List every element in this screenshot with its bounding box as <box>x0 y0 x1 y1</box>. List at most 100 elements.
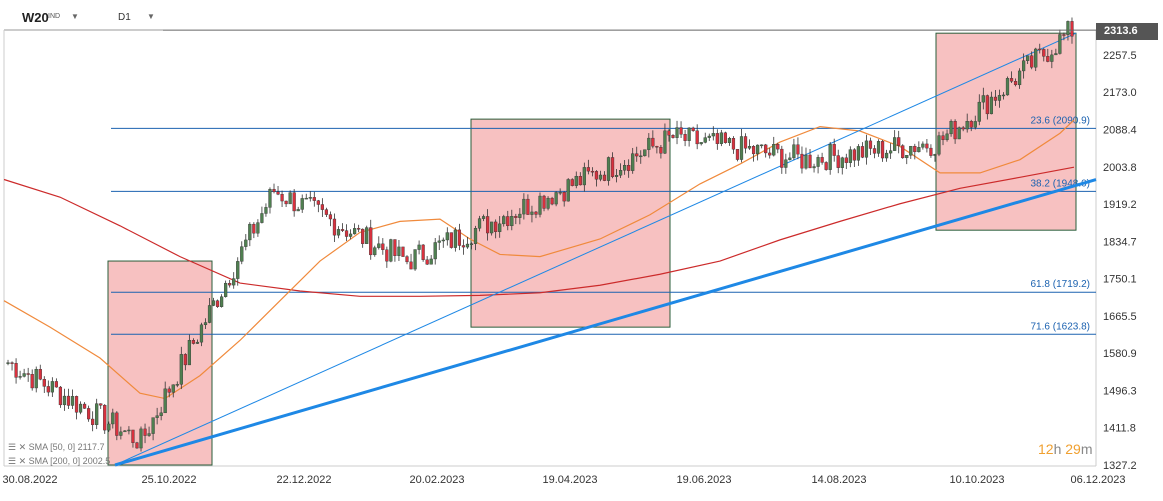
candle-body-46 <box>191 340 196 344</box>
candle-body-61 <box>252 223 256 234</box>
candle-body-144 <box>586 167 590 172</box>
candle-body-23 <box>99 403 103 406</box>
timeframe-selector[interactable]: D1 <box>118 12 131 23</box>
candle-body-33 <box>139 428 143 449</box>
candle-body-42 <box>175 384 179 386</box>
candle-body-27 <box>115 412 119 436</box>
candle-body-158 <box>643 149 647 157</box>
candle-body-47 <box>195 341 200 344</box>
candle-body-157 <box>639 155 643 158</box>
candle-body-164 <box>667 130 671 136</box>
candle-body-262 <box>1062 34 1066 36</box>
y-tick-label-11: 1327.2 <box>1103 460 1137 472</box>
candle-body-81 <box>332 218 337 236</box>
candle-body-188 <box>764 144 768 154</box>
candle-body-116 <box>473 228 478 244</box>
candle-body-154 <box>627 165 631 171</box>
candle-body-252 <box>1022 60 1026 72</box>
candle-body-2 <box>14 362 18 378</box>
candle-body-250 <box>1013 81 1018 86</box>
symbol-dropdown-icon[interactable]: ▼ <box>71 12 79 21</box>
legend-settings-icon[interactable]: ☰ <box>8 456 17 466</box>
candle-body-179 <box>727 138 732 143</box>
candle-body-155 <box>631 153 635 171</box>
sma200-line <box>3 166 1075 297</box>
candle-body-221 <box>897 137 901 146</box>
candle-body-131 <box>534 211 538 215</box>
candle-body-192 <box>780 148 784 168</box>
candle-body-180 <box>731 138 736 150</box>
candle-body-168 <box>683 134 687 141</box>
candle-body-58 <box>240 246 244 262</box>
candle-body-50 <box>207 305 212 323</box>
candle-body-193 <box>784 159 788 168</box>
candle-body-147 <box>598 174 603 180</box>
candle-body-206 <box>836 155 840 168</box>
candle-body-103 <box>421 244 425 260</box>
candle-body-240 <box>973 121 977 128</box>
candle-body-220 <box>893 137 897 151</box>
candle-body-124 <box>506 216 510 227</box>
candle-body-264 <box>1070 21 1074 37</box>
candle-body-73 <box>300 198 304 210</box>
candle-body-200 <box>812 166 816 169</box>
candle-body-174 <box>707 135 711 138</box>
candle-body-72 <box>296 209 300 212</box>
candle-body-253 <box>1026 55 1030 61</box>
candle-body-261 <box>1058 34 1062 54</box>
sma50-legend[interactable]: ☰ ✕ SMA [50, 0] 2117.7 <box>8 442 105 452</box>
timeframe-dropdown-icon[interactable]: ▼ <box>147 12 155 21</box>
candle-body-232 <box>941 135 945 141</box>
legend-close-icon[interactable]: ✕ <box>18 456 27 466</box>
instrument-symbol[interactable]: W20 <box>22 10 49 25</box>
candle-body-56 <box>232 278 236 286</box>
candle-body-54 <box>224 282 228 297</box>
candle-body-235 <box>953 121 957 140</box>
candle-body-32 <box>135 442 139 449</box>
candle-body-10 <box>46 386 50 393</box>
x-tick-label-5: 19.06.2023 <box>676 474 731 486</box>
candle-body-64 <box>264 207 268 214</box>
candle-body-132 <box>538 195 542 215</box>
legend-close-icon[interactable]: ✕ <box>18 442 27 452</box>
rally-box-3 <box>935 32 1077 231</box>
candle-body-57 <box>236 261 240 279</box>
candle-body-5 <box>26 373 30 375</box>
candle-body-6 <box>30 374 34 389</box>
candle-body-204 <box>828 144 832 170</box>
candle-body-244 <box>989 96 993 115</box>
candle-body-207 <box>840 157 844 168</box>
candle-body-177 <box>719 132 723 144</box>
sma200-legend[interactable]: ☰ ✕ SMA [200, 0] 2002.5 <box>8 456 111 466</box>
candle-body-122 <box>498 223 502 232</box>
legend-settings-icon[interactable]: ☰ <box>8 442 17 452</box>
candle-body-196 <box>796 144 800 155</box>
candle-body-34 <box>143 428 147 436</box>
candle-body-59 <box>244 239 248 247</box>
candle-body-163 <box>663 130 667 154</box>
candle-body-71 <box>292 192 296 212</box>
candle-body-130 <box>530 211 534 215</box>
candle-body-170 <box>691 127 695 131</box>
candle-body-92 <box>377 243 381 248</box>
long-term-trendline <box>114 178 1097 467</box>
candle-body-166 <box>675 127 679 138</box>
candle-body-39 <box>163 388 167 414</box>
candle-body-52 <box>215 300 220 307</box>
candle-body-38 <box>159 412 163 416</box>
candle-body-256 <box>1038 48 1042 51</box>
candle-body-148 <box>602 174 607 181</box>
candle-body-60 <box>248 223 252 241</box>
candle-body-24 <box>103 405 107 431</box>
candle-body-213 <box>864 140 869 158</box>
candle-body-226 <box>917 147 921 153</box>
candle-body-182 <box>739 136 744 160</box>
candle-body-197 <box>800 153 804 169</box>
candle-body-228 <box>925 143 929 149</box>
candle-body-101 <box>413 249 417 270</box>
candle-body-243 <box>985 95 989 115</box>
candle-body-173 <box>703 137 707 143</box>
y-tick-label-10: 1411.8 <box>1103 423 1136 435</box>
